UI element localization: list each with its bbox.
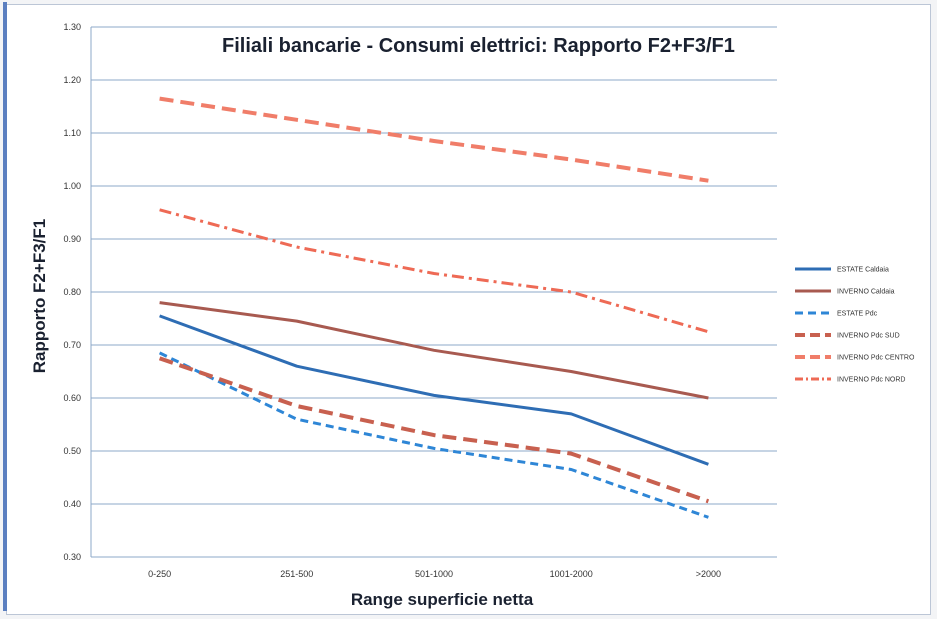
legend: ESTATE Caldaia INVERNO Caldaia ESTATE Pdc I… [795,267,915,384]
x-axis-title: Range superficie netta [351,590,534,609]
series-line [158,351,709,519]
y-tick-label: 0.40 [63,499,81,509]
series-line [158,356,710,504]
y-tick-label: 0.50 [63,446,81,456]
chart-title: Filiali bancarie - Consumi elettrici: Ra… [222,35,735,57]
series-line [159,301,709,400]
y-tick-label: 1.30 [63,22,81,32]
legend-label: ESTATE Caldaia [837,267,889,274]
y-tick-label: 0.60 [63,393,81,403]
x-tick-labels: 0-250 251-500 501-1000 1001-2000 >2000 [148,569,721,579]
x-tick-label: >2000 [696,569,721,579]
chart-frame: 0.30 0.40 0.50 0.60 0.70 0.80 0.90 1.00 1.10 1.20… [3,2,931,615]
y-tick-label: 0.90 [63,234,81,244]
series-line [159,314,709,466]
series-line [159,208,709,334]
y-axis-title: Rapporto F2+F3/F1 [30,219,49,373]
y-tick-label: 1.00 [63,181,81,191]
x-tick-label: 0-250 [148,569,171,579]
y-tick-label: 0.30 [63,552,81,562]
y-tick-labels: 0.30 0.40 0.50 0.60 0.70 0.80 0.90 1.00 1.10 1.20… [63,22,81,562]
legend-label: INVERNO Pdc SUD [837,333,900,340]
legend-label: INVERNO Pdc CENTRO [837,355,915,362]
line-chart: 0.30 0.40 0.50 0.60 0.70 0.80 0.90 1.00 1.10 1.20… [30,22,915,609]
x-tick-label: 1001-2000 [550,569,593,579]
y-tick-label: 1.10 [63,128,81,138]
gridlines [90,26,777,558]
y-tick-label: 1.20 [63,75,81,85]
legend-label: INVERNO Caldaia [837,289,895,296]
y-tick-label: 0.80 [63,287,81,297]
x-tick-label: 251-500 [280,569,313,579]
legend-label: INVERNO Pdc NORD [837,377,905,384]
x-tick-label: 501-1000 [415,569,453,579]
series-lines [158,96,710,519]
y-tick-label: 0.70 [63,340,81,350]
series-line [159,96,709,183]
legend-label: ESTATE Pdc [837,311,878,318]
